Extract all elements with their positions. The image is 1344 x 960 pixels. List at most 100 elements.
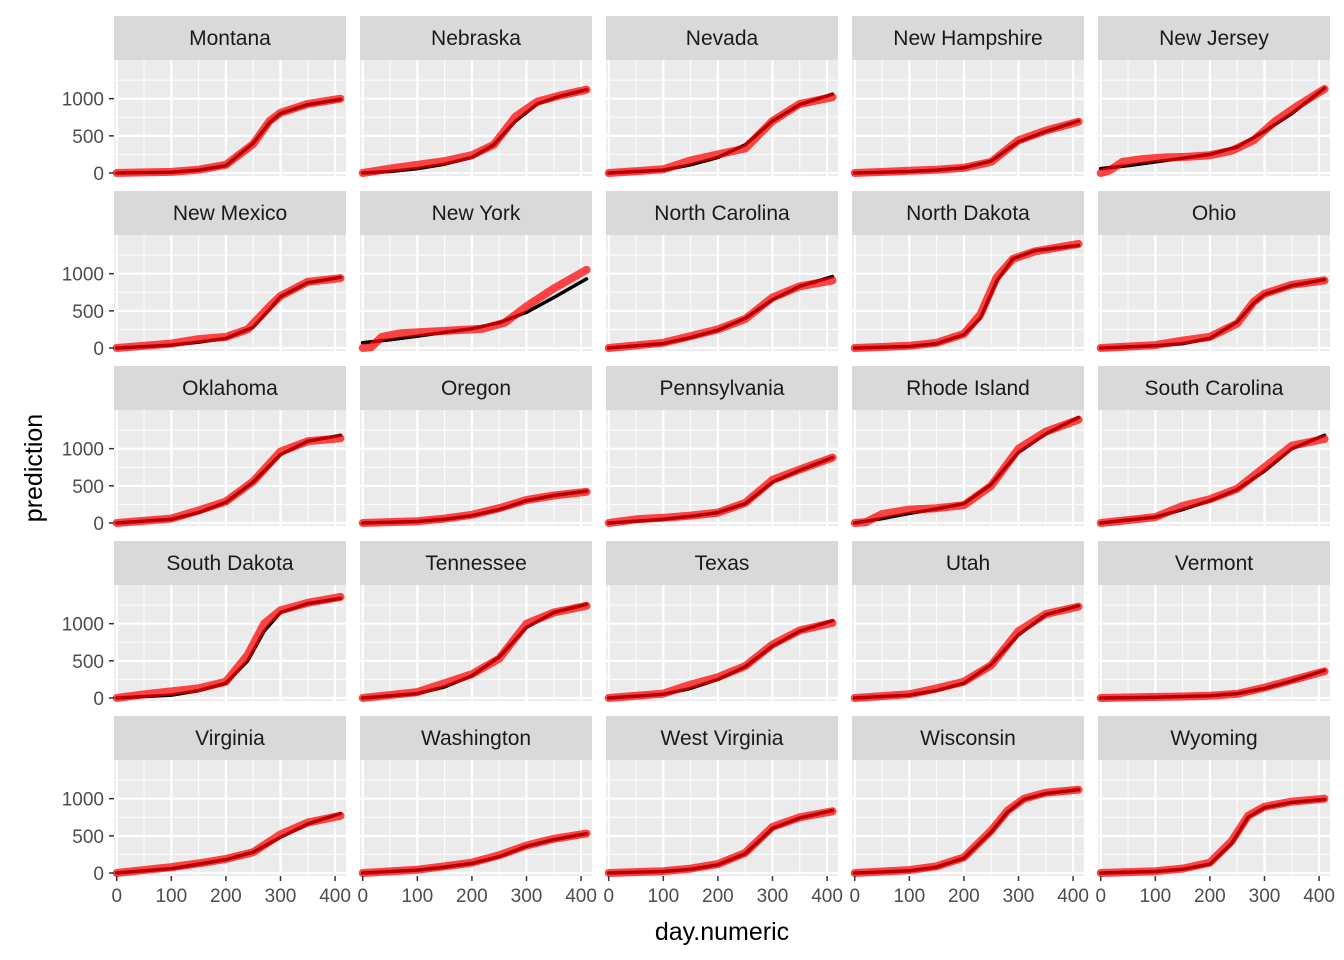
facet-strip-label: West Virginia [661, 727, 784, 750]
facet-strip-label: North Dakota [906, 202, 1030, 225]
facet-strip-label: Tennessee [425, 552, 527, 575]
y-tick-label: 1000 [62, 790, 104, 811]
facet-strip [114, 366, 346, 410]
series-line-observed [112, 592, 345, 702]
facet-new-mexico: New Mexico 0 500 1000 [62, 191, 346, 360]
x-tick-label: 100 [401, 886, 433, 907]
facet-tennessee: Tennessee [358, 541, 592, 702]
x-tick-label: 200 [210, 886, 242, 907]
x-tick-label: 300 [1249, 886, 1281, 907]
y-tick-label: 500 [72, 127, 104, 148]
facet-south-carolina: South Carolina [1096, 366, 1330, 527]
facet-washington: Washington 0 100 200 300 400 [357, 716, 597, 907]
facet-strip [114, 716, 346, 760]
facet-strip [1098, 16, 1330, 60]
facet-strip-label: Nevada [686, 27, 759, 50]
facet-strip [852, 541, 1084, 585]
facet-panel [852, 60, 1084, 176]
x-tick-label: 100 [647, 886, 679, 907]
facet-strip [852, 191, 1084, 235]
y-tick-label: 500 [72, 302, 104, 323]
facet-strip [1098, 191, 1330, 235]
facet-panel [360, 410, 592, 526]
facet-pennsylvania: Pennsylvania [604, 366, 838, 527]
series-line-observed [358, 601, 591, 702]
facet-nevada: Nevada [604, 16, 838, 177]
series-line-observed [604, 453, 837, 527]
x-tick-label: 0 [357, 886, 368, 907]
x-tick-label: 0 [603, 886, 614, 907]
facet-oregon: Oregon [358, 366, 592, 527]
facet-strip-label: Wisconsin [920, 727, 1016, 750]
series-line-observed [850, 602, 1083, 702]
x-tick-label: 400 [1303, 886, 1335, 907]
facet-strip [606, 366, 838, 410]
y-tick-label: 500 [72, 652, 104, 673]
series-line-observed [1096, 794, 1329, 877]
facet-panel [1098, 585, 1330, 701]
facet-vermont: Vermont [1096, 541, 1330, 702]
facet-montana: Montana 0 500 1000 [62, 16, 346, 185]
series-line-observed [1096, 435, 1329, 527]
facet-strip [360, 716, 592, 760]
series-line-observed [358, 829, 591, 877]
series-line-observed [112, 94, 345, 177]
facet-strip-label: Utah [946, 552, 990, 575]
facet-new-hampshire: New Hampshire [850, 16, 1084, 177]
facet-virginia: Virginia 0 500 1000 0 100 200 300 400 [62, 716, 351, 907]
facet-strip [114, 16, 346, 60]
series-line-observed [604, 618, 837, 702]
y-tick-label: 0 [93, 514, 104, 535]
facet-north-carolina: North Carolina [604, 191, 838, 352]
facet-strip-label: Oregon [441, 377, 511, 400]
x-tick-label: 400 [1057, 886, 1089, 907]
series-line-observed [850, 415, 1083, 527]
x-tick-label: 100 [1139, 886, 1171, 907]
facet-panel [606, 60, 838, 176]
facet-strip-label: North Carolina [654, 202, 790, 225]
facet-strip [360, 541, 592, 585]
y-tick-label: 0 [93, 164, 104, 185]
facet-strip-label: Oklahoma [182, 377, 278, 400]
facet-strip-label: New Mexico [173, 202, 287, 225]
facet-utah: Utah [850, 541, 1084, 702]
series-line-observed [604, 276, 837, 352]
series-line-observed [358, 265, 591, 352]
facet-strip [360, 16, 592, 60]
facet-strip [1098, 541, 1330, 585]
x-tick-label: 200 [456, 886, 488, 907]
facet-strip-label: New York [432, 202, 521, 225]
facet-strip-label: Washington [421, 727, 531, 750]
x-tick-label: 400 [565, 886, 597, 907]
series-line-observed [358, 85, 591, 177]
facet-panel [360, 60, 592, 176]
x-tick-label: 400 [811, 886, 843, 907]
x-tick-label: 0 [111, 886, 122, 907]
y-tick-label: 500 [72, 827, 104, 848]
x-tick-label: 100 [155, 886, 187, 907]
facet-strip [852, 16, 1084, 60]
facet-wyoming: Wyoming 0 100 200 300 400 [1095, 716, 1335, 907]
x-tick-label: 200 [948, 886, 980, 907]
facet-strip [606, 191, 838, 235]
x-tick-label: 0 [1095, 886, 1106, 907]
facet-strip [1098, 716, 1330, 760]
facet-wisconsin: Wisconsin 0 100 200 300 400 [849, 716, 1089, 907]
x-tick-label: 300 [265, 886, 297, 907]
facet-oklahoma: Oklahoma 0 500 1000 [62, 366, 346, 535]
facet-strip-label: Nebraska [431, 27, 521, 50]
series-line-observed [358, 487, 591, 527]
facet-new-jersey: New Jersey [1096, 16, 1330, 177]
series-line-observed [850, 117, 1083, 177]
facet-new-york: New York [358, 191, 592, 352]
x-tick-label: 200 [1194, 886, 1226, 907]
facet-strip-label: Virginia [195, 727, 265, 750]
facet-south-dakota: South Dakota 0 500 1000 [62, 541, 346, 710]
x-tick-label: 0 [849, 886, 860, 907]
series-line-observed [850, 239, 1083, 352]
series-line-observed [604, 93, 837, 177]
facet-strip [606, 541, 838, 585]
facet-panel [360, 585, 592, 701]
facet-strip [606, 716, 838, 760]
facet-strip-label: Montana [189, 27, 271, 50]
